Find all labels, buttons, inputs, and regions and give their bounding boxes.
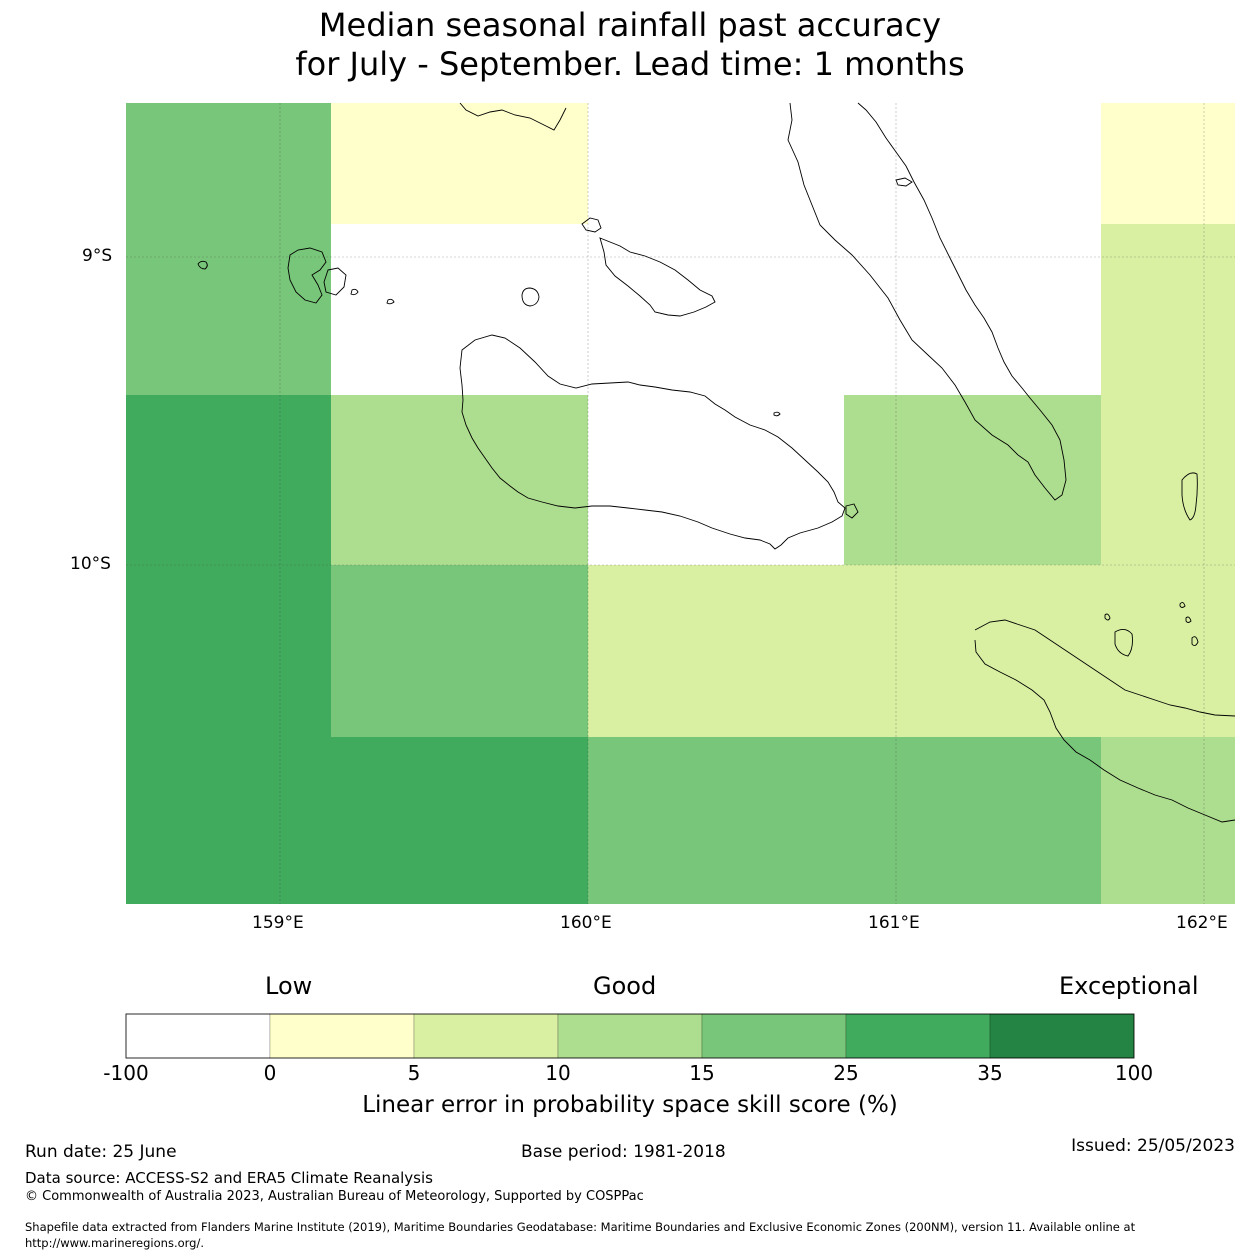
cell — [126, 103, 331, 395]
colorbar-swatch — [125, 1013, 271, 1059]
colorbar-tick: 100 — [1114, 1061, 1154, 1085]
small-isl-5 — [1191, 636, 1199, 647]
colorbar — [125, 1013, 1135, 1059]
islet-b — [350, 288, 359, 296]
cell — [331, 395, 588, 565]
islet-c — [386, 298, 395, 305]
skill-cells — [126, 103, 1235, 904]
map-plot — [126, 102, 1236, 904]
cell — [1101, 224, 1235, 565]
malaita-north — [787, 102, 1019, 456]
small-isl-2 — [1104, 613, 1111, 621]
russell-islands — [287, 247, 327, 304]
coastlines — [197, 102, 1236, 823]
gridlines — [126, 103, 1235, 904]
cell — [331, 224, 588, 395]
colorbar-tick: 35 — [977, 1061, 1003, 1085]
copyright: © Commonwealth of Australia 2023, Austra… — [25, 1189, 644, 1204]
cell — [588, 737, 1101, 904]
florida-small — [581, 217, 602, 233]
lon-label-162e: 162°E — [1176, 913, 1228, 933]
small-isl-6 — [895, 177, 913, 187]
cell — [1101, 737, 1235, 904]
nggela-islands — [599, 237, 716, 317]
run-date: Run date: 25 June — [25, 1142, 177, 1162]
colorbar-tick: 10 — [545, 1061, 571, 1085]
base-period: Base period: 1981-2018 — [521, 1142, 726, 1162]
colorbar-tick: 0 — [263, 1061, 277, 1085]
shapefile-credit-line-2: http://www.marineregions.org/. — [25, 1236, 204, 1250]
title-line-2: for July - September. Lead time: 1 month… — [295, 45, 965, 83]
islet-d — [773, 411, 781, 417]
colorbar-frame — [125, 1013, 1135, 1059]
title-line-1: Median seasonal rainfall past accuracy — [318, 6, 942, 44]
colorbar-swatch — [845, 1013, 991, 1059]
colorbar-tick: 15 — [689, 1061, 715, 1085]
small-isl-3 — [1179, 601, 1186, 608]
cell — [588, 565, 1235, 737]
colorbar-tick: 5 — [407, 1061, 421, 1085]
russell-east — [323, 267, 347, 296]
lat-label-9s: 9°S — [82, 246, 113, 266]
ulawa — [1181, 472, 1198, 521]
cell — [331, 737, 588, 904]
colorbar-category-exceptional: Exceptional — [1059, 972, 1199, 1000]
colorbar-swatch — [701, 1013, 847, 1059]
lat-label-10s: 10°S — [70, 554, 111, 574]
cell — [331, 565, 588, 737]
colorbar-swatch — [989, 1013, 1135, 1059]
islet-e — [845, 503, 859, 519]
cell — [844, 395, 1101, 565]
makira-coast — [974, 619, 1236, 823]
new-georgia-north — [459, 102, 567, 131]
islet-a — [197, 260, 208, 270]
colorbar-category-good: Good — [593, 972, 657, 1000]
colorbar-tick: 25 — [833, 1061, 859, 1085]
lon-label-160e: 160°E — [560, 913, 612, 933]
colorbar-label: Linear error in probability space skill … — [362, 1092, 898, 1118]
cell — [1101, 103, 1235, 224]
colorbar-swatch — [269, 1013, 415, 1059]
colorbar-category-low: Low — [265, 972, 313, 1000]
cell — [331, 103, 588, 224]
colorbar-tick: -100 — [103, 1061, 149, 1085]
small-isl-1 — [1114, 629, 1133, 657]
savo-island — [521, 287, 540, 307]
lon-label-161e: 161°E — [868, 913, 920, 933]
guadalcanal-coast — [459, 334, 846, 550]
cell — [588, 395, 844, 565]
cell — [126, 395, 331, 904]
colorbar-swatch — [557, 1013, 703, 1059]
small-isl-4 — [1185, 616, 1192, 623]
issued-date: Issued: 25/05/2023 — [1071, 1136, 1235, 1156]
colorbar-swatch — [413, 1013, 559, 1059]
lon-label-159e: 159°E — [252, 913, 304, 933]
data-source: Data source: ACCESS-S2 and ERA5 Climate … — [25, 1169, 433, 1187]
malaita-east — [857, 102, 1067, 501]
shapefile-credit-line-1: Shapefile data extracted from Flanders M… — [25, 1220, 1136, 1234]
cell — [588, 103, 1101, 395]
